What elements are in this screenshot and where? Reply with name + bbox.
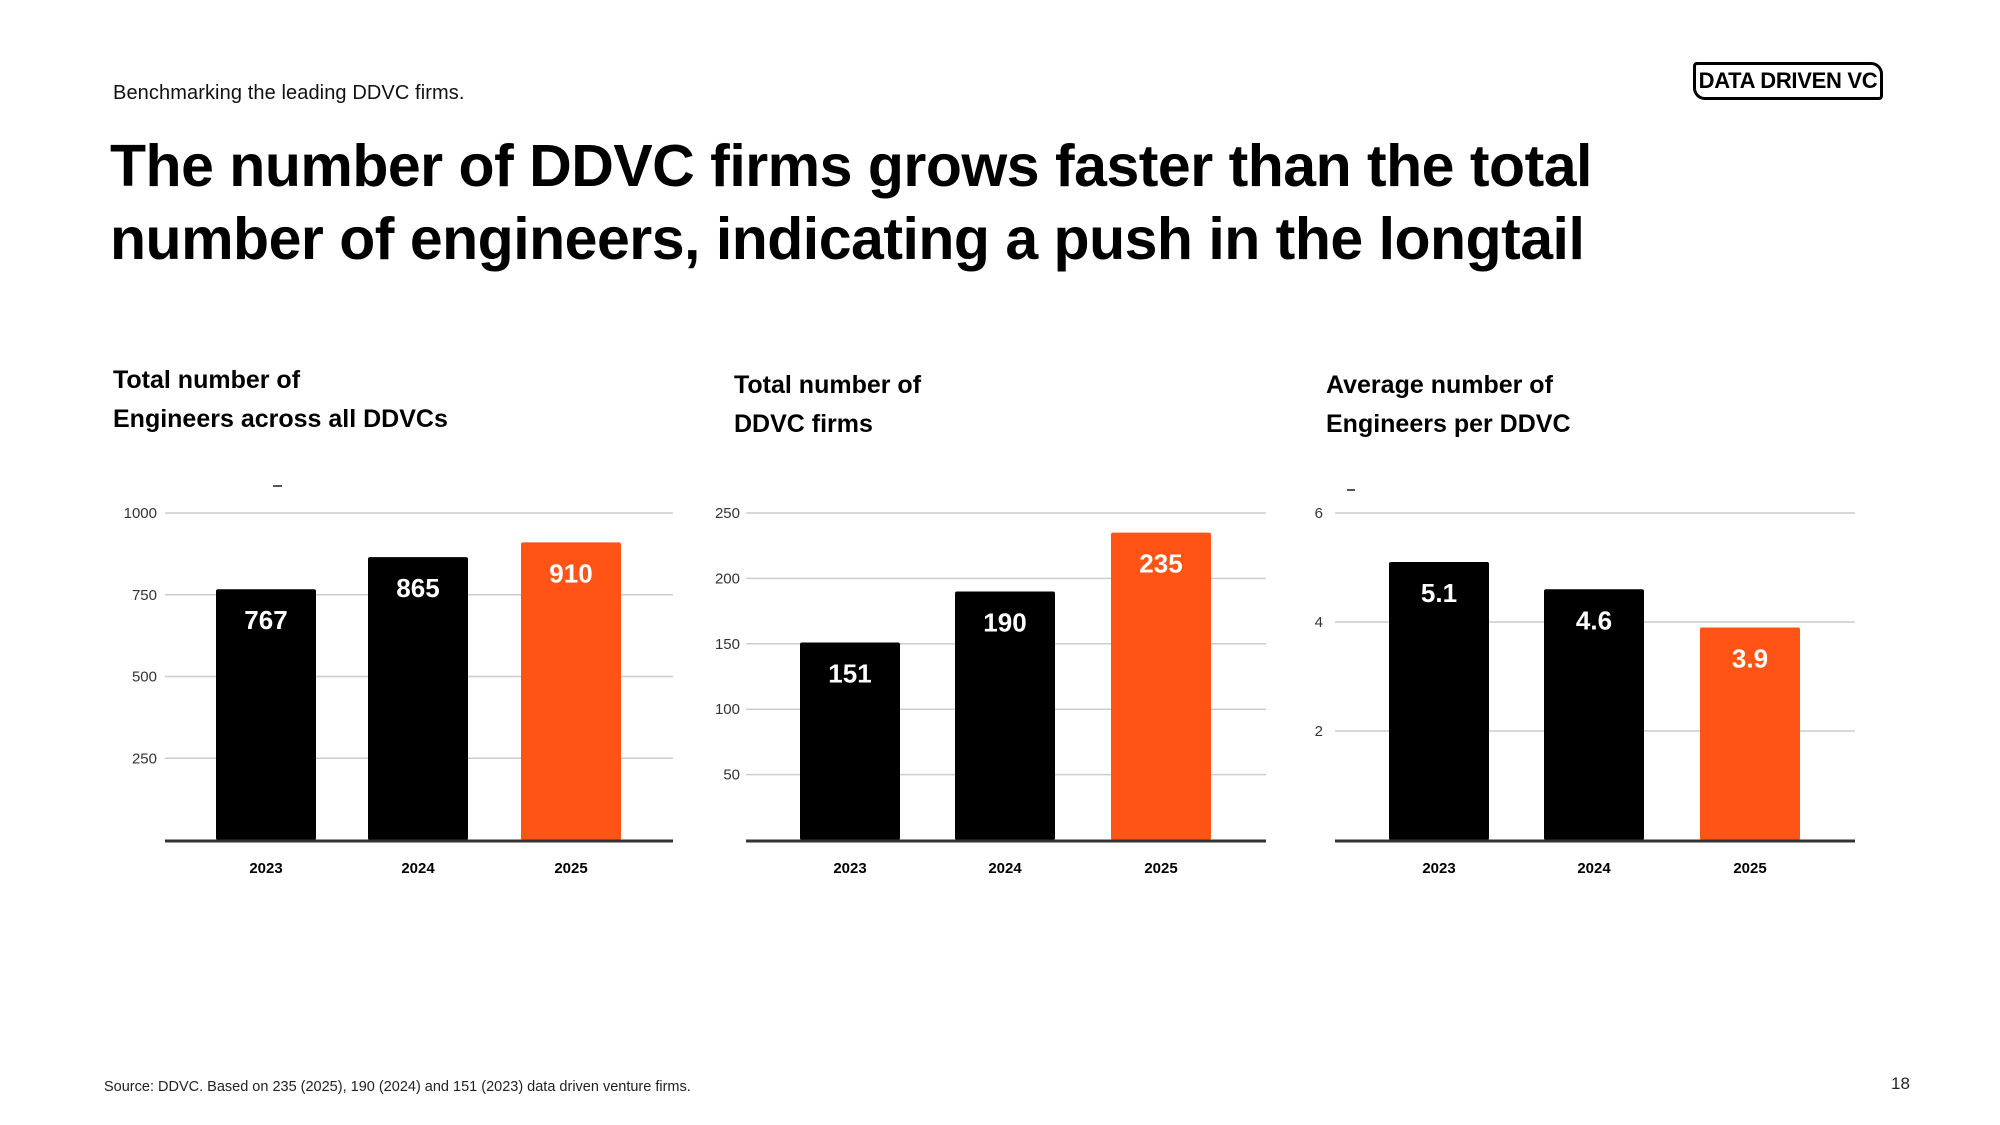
slide-title: The number of DDVC firms grows faster th… [110,130,1710,276]
y-tick-label: 100 [715,701,740,718]
bar-2023 [1389,562,1489,840]
y-tick-label: 500 [132,669,157,686]
slide-title-line-2: number of engineers, indicating a push i… [110,206,1585,272]
source-note: Source: DDVC. Based on 235 (2025), 190 (… [104,1079,691,1095]
decorative-dash-chart-3 [1347,489,1355,491]
y-tick-label: 250 [715,505,740,522]
x-tick-label: 2025 [554,860,587,877]
bar-2024 [955,591,1055,840]
y-tick-label: 4 [1315,614,1323,631]
bar-value-label: 910 [549,558,592,588]
brand-logo: DATA DRIVEN VC [1693,62,1883,100]
bar-value-label: 4.6 [1576,605,1612,635]
y-tick-label: 1000 [124,505,157,522]
chart-ddvc-firms-total: 50 100 150 200 250 151 2023 190 2024 235 2025 [715,505,1266,877]
chart-3-title-line-2: Engineers per DDVC [1326,410,1571,438]
bar-2024 [1544,589,1644,840]
bar-2025 [1111,532,1211,840]
chart-1-title-line-1: Total number of [113,366,301,394]
chart-1-title-line-2: Engineers across all DDVCs [113,405,448,433]
x-tick-label: 2024 [988,860,1022,877]
bar-value-label: 151 [828,658,871,688]
decorative-dash-chart-1 [273,485,282,487]
chart-2-title: Total number of DDVC firms [734,366,921,444]
x-tick-label: 2024 [401,860,435,877]
bar-value-label: 190 [983,607,1026,637]
chart-1-title: Total number of Engineers across all DDV… [113,361,448,439]
bar-value-label: 3.9 [1732,643,1768,673]
bar-value-label: 5.1 [1421,578,1457,608]
bar-2024 [368,557,468,840]
page-number: 18 [1891,1074,1910,1093]
chart-2-title-line-2: DDVC firms [734,410,873,438]
y-tick-label: 50 [723,767,740,784]
y-tick-label: 150 [715,636,740,653]
chart-3-title-line-1: Average number of [1326,371,1553,399]
bar-2025 [1700,627,1800,840]
x-tick-label: 2023 [1422,860,1455,877]
y-tick-label: 750 [132,587,157,604]
chart-2-title-line-1: Total number of [734,371,922,399]
y-tick-label: 2 [1315,723,1323,740]
x-tick-label: 2023 [833,860,866,877]
bar-2023 [800,642,900,840]
x-tick-label: 2023 [249,860,282,877]
y-tick-label: 250 [132,750,157,767]
y-tick-label: 200 [715,570,740,587]
bar-value-label: 235 [1139,549,1182,579]
y-tick-label: 6 [1315,505,1323,522]
chart-3-title: Average number of Engineers per DDVC [1326,366,1571,444]
slide-subtitle: Benchmarking the leading DDVC firms. [113,82,465,104]
bar-value-label: 767 [244,605,287,635]
bar-2023 [216,589,316,840]
chart-engineers-total: 250 500 750 1000 767 2023 865 2024 910 2025 [124,505,673,877]
slide-title-line-1: The number of DDVC firms grows faster th… [110,133,1592,199]
chart-engineers-per-ddvc: 2 4 6 5.1 2023 4.6 2024 3.9 2025 [1315,505,1855,877]
x-tick-label: 2025 [1144,860,1177,877]
brand-logo-text: DATA DRIVEN VC [1698,68,1878,93]
bar-2025 [521,542,621,840]
x-tick-label: 2024 [1577,860,1611,877]
bar-value-label: 865 [396,573,439,603]
x-tick-label: 2025 [1733,860,1766,877]
